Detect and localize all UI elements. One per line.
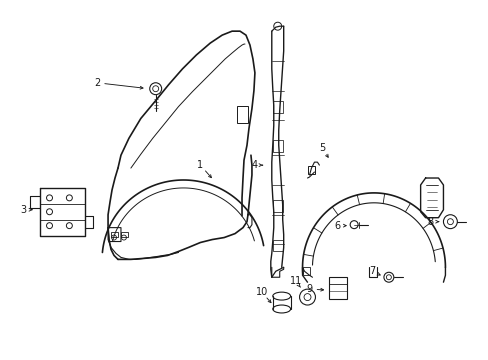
Text: 4: 4 <box>251 160 258 170</box>
Text: 10: 10 <box>255 287 267 297</box>
Text: 2: 2 <box>94 78 100 88</box>
Bar <box>272 100 282 113</box>
Text: 8: 8 <box>427 217 433 227</box>
Text: 5: 5 <box>319 143 325 153</box>
Text: 7: 7 <box>368 266 374 276</box>
Bar <box>272 239 282 251</box>
Text: 9: 9 <box>306 284 312 294</box>
Text: 11: 11 <box>289 276 301 286</box>
Bar <box>111 231 118 237</box>
Bar <box>121 231 128 237</box>
Text: 6: 6 <box>333 221 340 231</box>
Bar <box>237 105 247 123</box>
Bar <box>302 267 310 275</box>
Text: 1: 1 <box>197 160 203 170</box>
Bar <box>328 277 346 299</box>
Bar <box>272 200 282 212</box>
Bar <box>272 140 282 152</box>
Bar <box>307 166 315 174</box>
Text: 3: 3 <box>20 205 27 215</box>
